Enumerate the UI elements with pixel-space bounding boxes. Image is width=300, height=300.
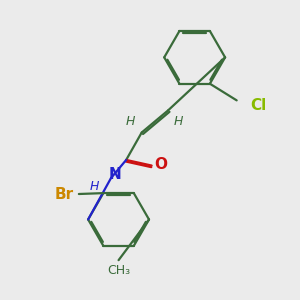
- Text: H: H: [90, 180, 99, 193]
- Text: O: O: [154, 157, 167, 172]
- Text: H: H: [126, 116, 136, 128]
- Text: N: N: [109, 167, 121, 182]
- Text: H: H: [173, 115, 183, 128]
- Text: Br: Br: [54, 187, 74, 202]
- Text: CH₃: CH₃: [107, 264, 130, 277]
- Text: Cl: Cl: [250, 98, 267, 113]
